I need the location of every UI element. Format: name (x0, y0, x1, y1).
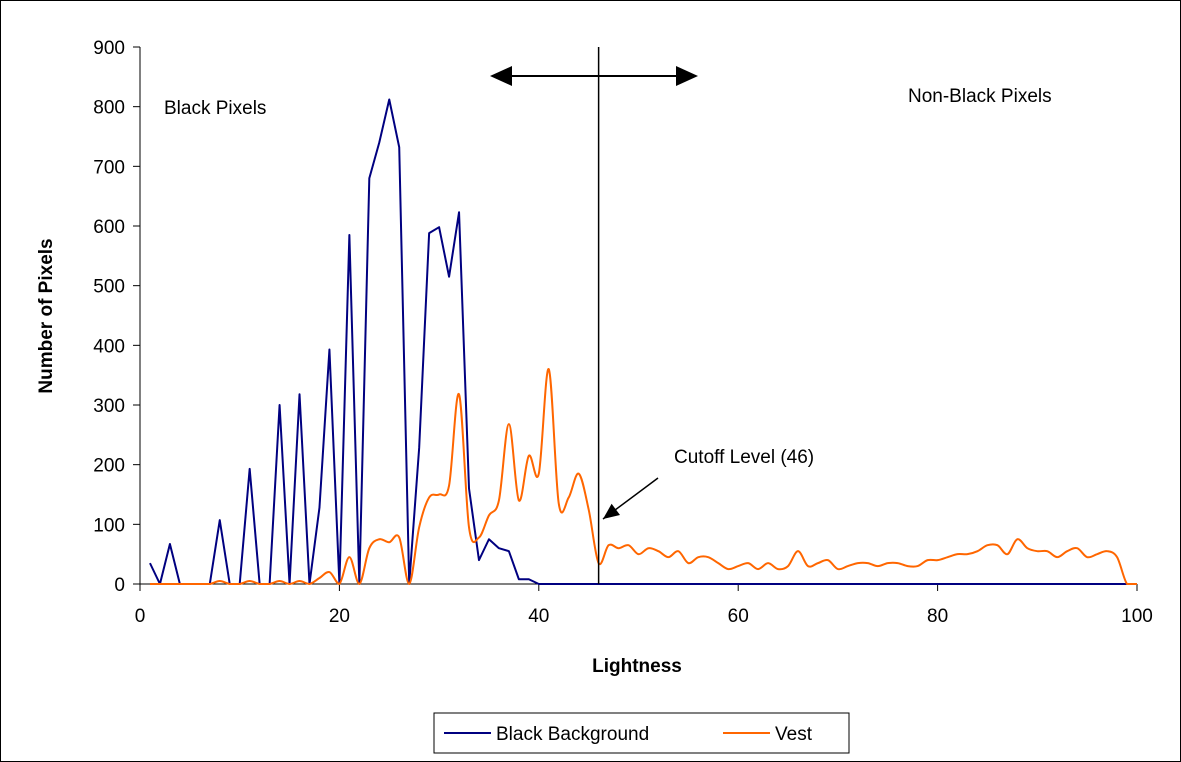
legend: Black Background Vest (433, 712, 850, 754)
cutoff-level-label: Cutoff Level (46) (674, 447, 814, 468)
non-black-pixels-label: Non-Black Pixels (908, 86, 1052, 107)
y-tick-label: 200 (93, 456, 125, 477)
legend-box (433, 712, 850, 754)
series-layer (149, 98, 1137, 585)
series-line-vest (149, 368, 1137, 585)
x-tick-label: 0 (135, 606, 146, 627)
annotations: Black Pixels Non-Black Pixels Cutoff Lev… (164, 47, 1052, 584)
y-tick-label: 600 (93, 217, 125, 238)
x-tick-label: 60 (728, 606, 749, 627)
y-tick-label: 300 (93, 396, 125, 417)
x-tick-label: 80 (927, 606, 948, 627)
x-tick-label: 100 (1121, 606, 1153, 627)
black-pixels-label: Black Pixels (164, 98, 266, 119)
legend-label-vest: Vest (775, 724, 813, 745)
axes (139, 47, 1137, 585)
x-ticks: 0 20 40 60 80 100 (135, 584, 1153, 627)
y-tick-label: 500 (93, 277, 125, 298)
y-ticks: 0 100 200 300 400 500 600 700 800 900 (93, 38, 140, 596)
x-tick-label: 40 (528, 606, 549, 627)
y-tick-label: 400 (93, 336, 125, 357)
arrow-left-icon (490, 66, 512, 86)
y-tick-label: 900 (93, 38, 125, 59)
y-tick-label: 800 (93, 98, 125, 119)
x-axis-title: Lightness (592, 656, 682, 677)
arrow-right-icon (676, 66, 698, 86)
x-tick-label: 20 (329, 606, 350, 627)
legend-label-black-background: Black Background (496, 724, 649, 745)
y-tick-label: 700 (93, 157, 125, 178)
cutoff-arrowhead-icon (603, 503, 620, 519)
y-tick-label: 100 (93, 515, 125, 536)
series-line-black-background (149, 98, 1137, 585)
y-axis-title: Number of Pixels (36, 238, 57, 393)
y-tick-label: 0 (114, 575, 125, 596)
